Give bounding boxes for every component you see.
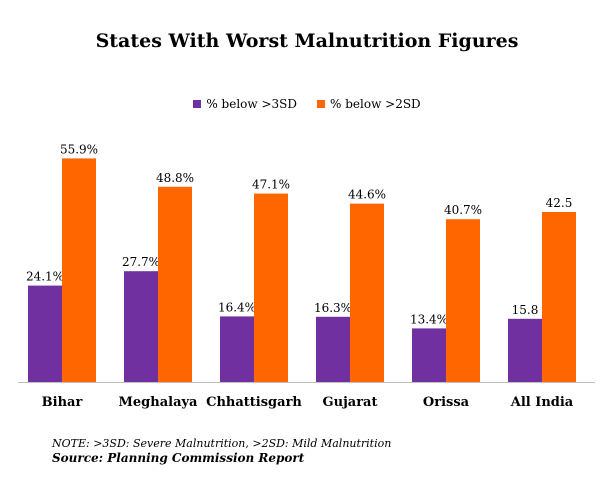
data-label: 42.5 [546, 196, 573, 210]
data-label: 48.8% [156, 171, 194, 185]
bar-mild-all-india [542, 212, 576, 382]
chart-legend: % below >3SD % below >2SD [0, 97, 614, 111]
bar-mild-bihar [62, 158, 96, 382]
x-tick-label: Meghalaya [119, 395, 199, 410]
bar-mild-gujarat [350, 203, 384, 382]
bar-severe-all-india [508, 318, 542, 382]
bar-severe-meghalaya [124, 271, 158, 382]
data-label: 55.9% [60, 142, 98, 156]
legend-label-series-0: % below >3SD [206, 97, 297, 111]
source-text: Source: Planning Commission Report [52, 451, 305, 465]
chart-notes: NOTE: >3SD: Severe Malnutrition, >2SD: M… [52, 436, 391, 466]
legend-item-series-0: % below >3SD [193, 97, 297, 111]
bar-mild-orissa [446, 219, 480, 382]
data-label: 16.4% [218, 300, 256, 314]
bar-severe-chhattisgarh [220, 316, 254, 382]
data-label: 47.1% [252, 178, 290, 192]
legend-item-series-1: % below >2SD [317, 97, 421, 111]
x-tick-label: All India [510, 395, 574, 410]
data-label: 27.7% [122, 255, 160, 269]
x-tick-label: Bihar [42, 395, 83, 410]
data-label: 44.6% [348, 188, 386, 202]
bar-severe-gujarat [316, 316, 350, 382]
x-tick-label: Gujarat [323, 395, 378, 410]
legend-swatch-series-1 [317, 100, 325, 108]
chart-title: States With Worst Malnutrition Figures [95, 30, 519, 52]
bar-severe-orissa [412, 328, 446, 382]
x-tick-label: Orissa [423, 395, 470, 410]
data-label: 40.7% [444, 203, 482, 217]
data-label: 15.8 [512, 303, 539, 317]
note-text: NOTE: >3SD: Severe Malnutrition, >2SD: M… [52, 437, 392, 450]
data-label: 24.1% [26, 270, 64, 284]
bar-mild-chhattisgarh [254, 193, 288, 382]
data-label: 16.3% [314, 301, 352, 315]
bar-severe-bihar [28, 285, 62, 382]
bar-mild-meghalaya [158, 186, 192, 382]
legend-label-series-1: % below >2SD [330, 97, 421, 111]
legend-swatch-series-0 [193, 100, 202, 108]
x-tick-label: Chhattisgarh [206, 395, 302, 410]
data-label: 13.4% [410, 312, 448, 326]
